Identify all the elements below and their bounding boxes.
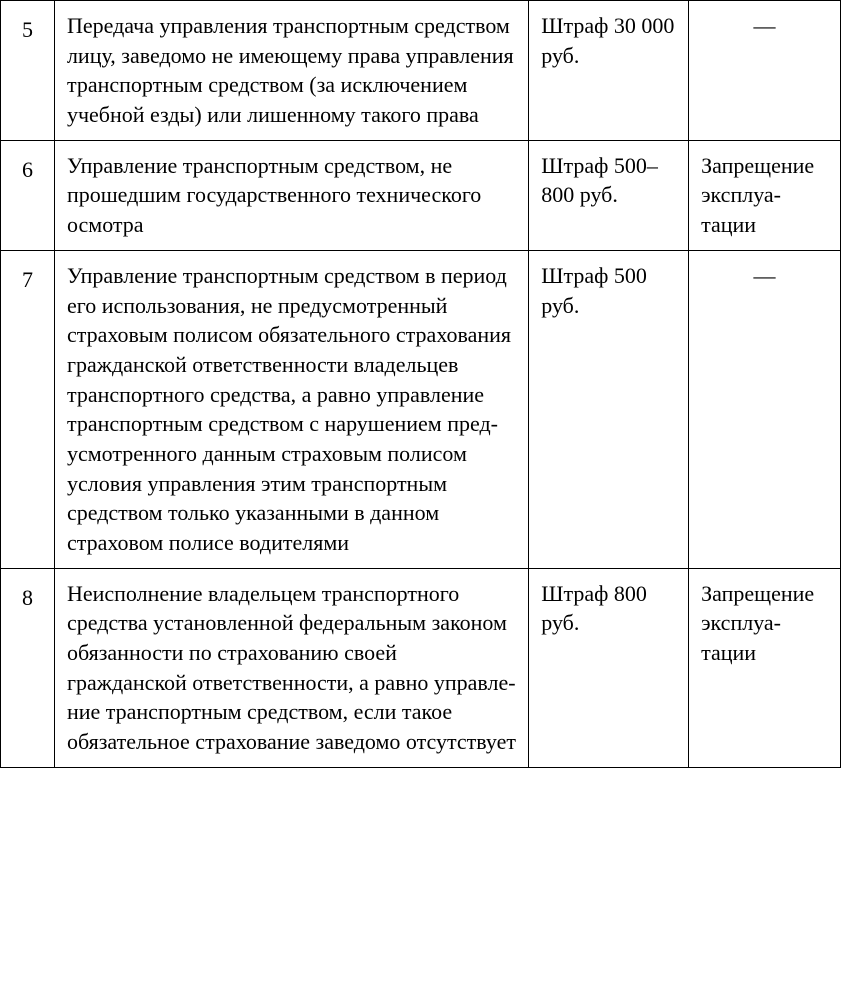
additional-measure: — [689,250,841,568]
violations-table: 5 Передача управления транспортным средс… [0,0,841,768]
table-row: 8 Неисполнение владельцем транс­портного… [1,568,841,767]
penalty-amount: Штраф 30 000 руб. [529,1,689,141]
violation-description: Неисполнение владельцем транс­портного с… [54,568,528,767]
additional-measure: — [689,1,841,141]
penalty-amount: Штраф 500 руб. [529,250,689,568]
row-number: 8 [1,568,55,767]
table-row: 7 Управление транспортным сред­ством в п… [1,250,841,568]
table-row: 5 Передача управления транспортным средс… [1,1,841,141]
penalty-amount: Штраф 800 руб. [529,568,689,767]
penalty-amount: Штраф 500–800 руб. [529,140,689,250]
row-number: 5 [1,1,55,141]
violation-description: Передача управления транспортным средств… [54,1,528,141]
violation-description: Управление транспортным сред­ством в пер… [54,250,528,568]
row-number: 6 [1,140,55,250]
additional-measure: Запре­щение эксплуа­тации [689,140,841,250]
table-body: 5 Передача управления транспортным средс… [1,1,841,768]
table-row: 6 Управление транспортным сред­ством, не… [1,140,841,250]
violation-description: Управление транспортным сред­ством, не п… [54,140,528,250]
row-number: 7 [1,250,55,568]
additional-measure: Запре­щение эксплуа­тации [689,568,841,767]
